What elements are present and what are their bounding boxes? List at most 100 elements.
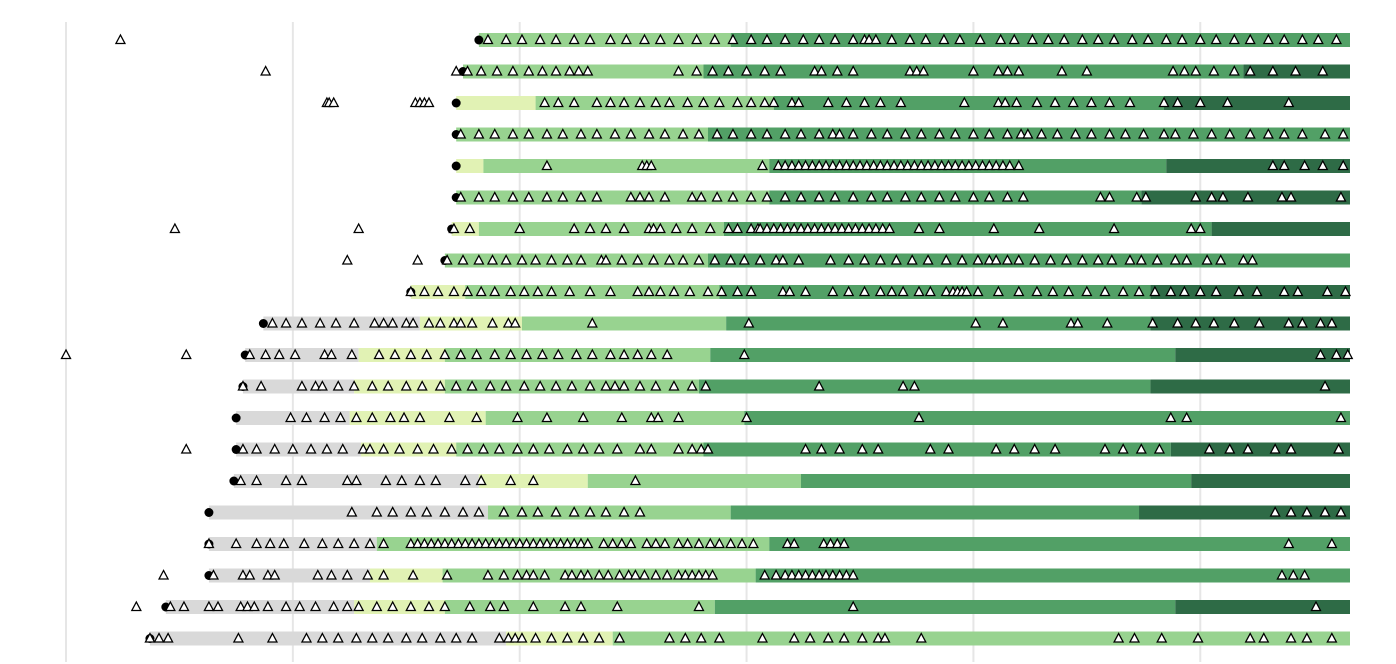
- event-marker: [1160, 33, 1172, 45]
- event-marker: [405, 348, 417, 360]
- event-marker: [1326, 317, 1338, 328]
- segment: [703, 442, 1171, 457]
- event-marker: [881, 191, 893, 202]
- event-marker: [287, 443, 299, 454]
- event-marker: [466, 537, 478, 549]
- event-marker: [725, 537, 737, 549]
- event-marker: [455, 128, 467, 139]
- event-marker: [575, 600, 587, 612]
- event-marker: [997, 317, 1009, 328]
- event-marker: [1140, 191, 1152, 202]
- event-marker: [235, 474, 247, 486]
- event-marker: [618, 506, 630, 517]
- event-marker: [1206, 128, 1218, 139]
- event-marker: [586, 317, 598, 328]
- event-marker: [795, 191, 807, 202]
- event-marker: [1001, 128, 1014, 139]
- event-marker: [638, 33, 651, 45]
- event-marker: [366, 380, 378, 391]
- event-marker: [1103, 191, 1116, 202]
- event-marker: [577, 411, 589, 423]
- event-marker: [625, 537, 637, 549]
- event-marker: [1278, 159, 1290, 171]
- event-marker: [1135, 443, 1147, 454]
- event-marker: [632, 254, 644, 265]
- event-marker: [997, 159, 1009, 171]
- event-marker: [405, 600, 417, 612]
- event-marker: [881, 159, 893, 171]
- event-marker: [1258, 632, 1270, 643]
- event-marker: [886, 285, 898, 297]
- event-marker: [770, 569, 782, 580]
- segment: [1150, 285, 1350, 299]
- segment: [719, 285, 1151, 299]
- event-marker: [505, 474, 517, 486]
- event-marker: [178, 600, 190, 612]
- event-marker: [650, 96, 662, 108]
- event-marker: [1017, 191, 1029, 202]
- event-marker: [983, 191, 995, 202]
- event-marker: [779, 128, 791, 139]
- event-marker: [634, 191, 646, 202]
- event-marker: [967, 65, 980, 76]
- event-marker: [591, 96, 603, 108]
- event-marker: [473, 254, 485, 265]
- event-marker: [1292, 285, 1304, 297]
- event-marker: [180, 443, 192, 454]
- event-marker: [1169, 128, 1181, 139]
- event-marker: [1310, 600, 1322, 612]
- event-marker: [890, 254, 902, 265]
- event-marker: [1210, 285, 1222, 297]
- event-marker: [461, 443, 474, 454]
- event-marker: [686, 569, 698, 580]
- event-marker: [1228, 317, 1240, 328]
- event-marker: [913, 411, 925, 423]
- segment: [456, 96, 536, 110]
- event-marker: [838, 537, 850, 549]
- event-marker: [933, 128, 945, 139]
- event-marker: [634, 380, 646, 391]
- event-marker: [518, 380, 530, 391]
- event-marker: [868, 159, 880, 171]
- event-marker: [1337, 128, 1349, 139]
- event-marker: [761, 128, 773, 139]
- event-marker: [793, 96, 805, 108]
- event-marker: [613, 569, 626, 580]
- event-marker: [813, 128, 825, 139]
- event-marker: [1201, 254, 1213, 265]
- event-marker: [990, 254, 1002, 265]
- event-marker: [920, 33, 932, 45]
- event-marker: [652, 411, 664, 423]
- event-marker: [1242, 443, 1254, 454]
- event-marker: [455, 191, 467, 202]
- event-marker: [575, 254, 587, 265]
- event-marker: [958, 96, 970, 108]
- event-marker: [1283, 537, 1295, 549]
- event-marker: [418, 537, 431, 549]
- event-marker: [843, 254, 855, 265]
- event-marker: [638, 569, 651, 580]
- event-marker: [1333, 443, 1345, 454]
- event-marker: [616, 411, 628, 423]
- event-marker: [207, 569, 220, 580]
- event-marker: [1131, 191, 1143, 202]
- event-marker: [654, 222, 666, 234]
- event-marker: [1330, 348, 1342, 360]
- event-marker: [584, 380, 596, 391]
- event-marker: [507, 65, 519, 76]
- event-marker: [1158, 96, 1170, 108]
- event-marker: [775, 222, 787, 234]
- event-marker: [1283, 317, 1295, 328]
- event-marker: [709, 33, 721, 45]
- event-marker: [350, 411, 362, 423]
- event-marker: [709, 254, 721, 265]
- event-marker: [809, 65, 821, 76]
- event-marker: [992, 65, 1004, 76]
- event-marker: [593, 569, 605, 580]
- event-marker: [378, 537, 390, 549]
- segment: [730, 505, 1140, 520]
- event-marker: [1076, 33, 1088, 45]
- event-marker: [1033, 222, 1045, 234]
- event-marker: [434, 632, 446, 643]
- event-marker: [250, 443, 263, 454]
